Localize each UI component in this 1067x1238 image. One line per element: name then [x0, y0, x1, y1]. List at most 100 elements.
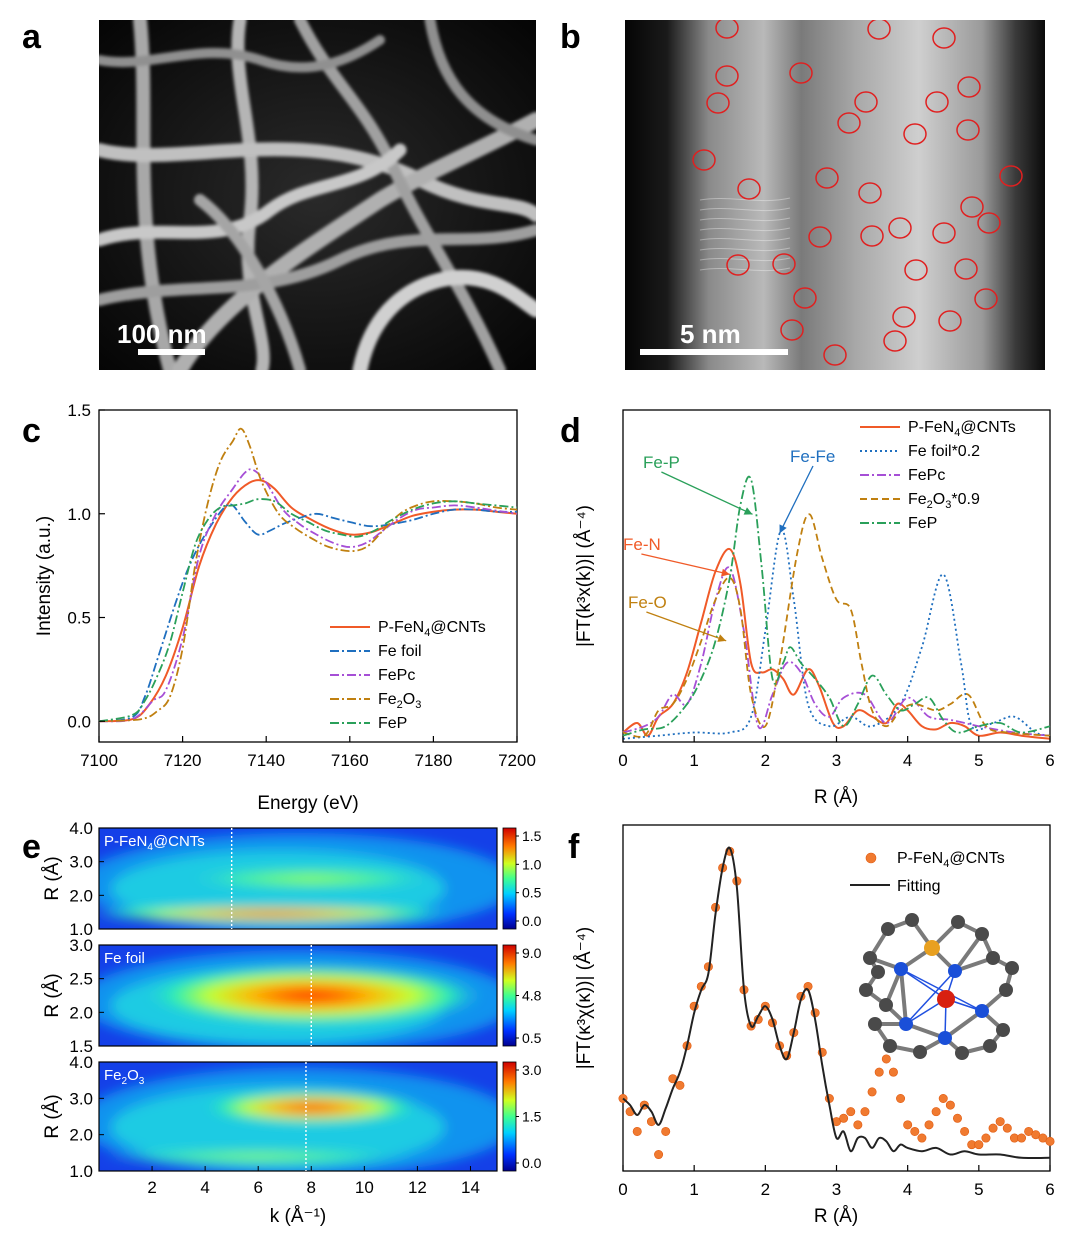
series-line-0	[98, 479, 518, 723]
atom-circle	[858, 182, 882, 204]
atom-circle	[823, 344, 847, 366]
x-tick-label: 7160	[331, 751, 369, 770]
x-tick-label: 8	[307, 1178, 316, 1197]
data-point	[867, 1087, 877, 1097]
atom-circle	[974, 288, 998, 310]
atom-circle	[860, 225, 884, 247]
atom-circle	[706, 92, 730, 114]
legend-label: Fe2O3*0.9	[908, 491, 980, 511]
data-point	[1002, 1123, 1012, 1133]
y-tick-label: 1.0	[67, 505, 91, 524]
atom-circle	[715, 65, 739, 87]
series-line-1	[622, 846, 1051, 1160]
atom-circle	[903, 123, 927, 145]
chart-d-ylabel: |FT(k³x(k))| (Å⁻⁴)	[574, 505, 595, 647]
atom-circle	[780, 319, 804, 341]
data-point	[661, 1126, 671, 1136]
carbon-atom	[975, 927, 989, 941]
atom-circle	[892, 306, 916, 328]
panel-b-image: 5 nm	[625, 20, 1045, 370]
colorbar-tick-label: 1.5	[522, 1109, 542, 1125]
atom-circle	[960, 196, 984, 218]
colorbar-tick-label: 0.0	[522, 913, 542, 929]
y-tick-label: 1.0	[69, 1162, 93, 1181]
wavelet-map-0	[99, 828, 497, 929]
x-tick-label: 7120	[164, 751, 202, 770]
nitrogen-atom	[975, 1004, 989, 1018]
colorbar	[502, 1061, 517, 1172]
panel-label-f: f	[568, 828, 580, 866]
peak-annotation: Fe-Fe	[790, 447, 835, 466]
annotation-arrow	[646, 611, 727, 642]
carbon-atom	[983, 1039, 997, 1053]
atom-circle	[999, 165, 1023, 187]
colorbar-tick-label: 9.0	[522, 945, 542, 961]
carbon-atom	[986, 951, 1000, 965]
atom-circle	[932, 222, 956, 244]
x-tick-label: 5	[974, 751, 983, 770]
y-tick-label: 0.0	[67, 712, 91, 731]
chart-c: 7100 7120 7140 7160 7180 7200 0.0 0.5 1.0 1.5 Ene…	[34, 401, 536, 814]
legend-label: FePc	[378, 667, 415, 684]
colorbar-tick-label: 4.8	[522, 988, 542, 1004]
x-tick-label: 14	[461, 1178, 480, 1197]
data-point	[910, 1126, 920, 1136]
x-tick-label: 2	[761, 751, 770, 770]
atom-circle	[715, 20, 739, 39]
colorbar-tick-label: 0.0	[522, 1155, 542, 1171]
panel-label-c: c	[22, 412, 41, 450]
panel-label-a: a	[22, 18, 42, 56]
data-point	[1045, 1136, 1055, 1146]
atom-circle	[977, 212, 1001, 234]
legend-label: Fe foil	[378, 643, 422, 660]
annotation-arrow	[641, 553, 730, 576]
annotation-arrowhead	[743, 507, 753, 515]
phosphorus-atom	[924, 940, 940, 956]
data-point	[903, 1120, 913, 1130]
panel-label-d: d	[560, 412, 581, 450]
panel-a-image: 100 nm	[99, 20, 536, 370]
chart-d-xlabel: R (Å)	[814, 787, 858, 808]
y-tick-label: 4.0	[69, 819, 93, 838]
data-point	[938, 1094, 948, 1104]
chart-e: P-FeN4@CNTs 1.0 2.0 3.0 4.0 R (Å) 1.5 1.0 0.5 0.0…	[42, 819, 542, 1227]
colorbar-tick-label: 1.0	[522, 856, 542, 872]
y-tick-label: 3.0	[69, 853, 93, 872]
legend-label: FeP	[378, 715, 407, 732]
carbon-atom	[955, 1046, 969, 1060]
data-point	[654, 1150, 664, 1160]
atom-circle	[726, 254, 750, 276]
x-tick-label: 10	[355, 1178, 374, 1197]
data-point	[632, 1126, 642, 1136]
chart-f-legend: P-FeN4@CNTs Fitting	[850, 850, 1005, 895]
peak-annotation: Fe-P	[643, 453, 680, 472]
data-point	[675, 1080, 685, 1090]
panel-label-b: b	[560, 18, 581, 56]
carbon-atom	[999, 983, 1013, 997]
x-tick-label: 4	[903, 751, 912, 770]
series-line-1	[622, 529, 1051, 740]
data-point	[874, 1067, 884, 1077]
x-tick-label: 4	[903, 1180, 912, 1199]
chart-e-xlabel: k (Å⁻¹)	[270, 1206, 326, 1227]
x-tick-label: 6	[253, 1178, 262, 1197]
y-tick-label: 2.0	[69, 886, 93, 905]
nitrogen-atom	[894, 962, 908, 976]
carbon-atom	[951, 915, 965, 929]
data-point	[853, 1120, 863, 1130]
atom-circle	[888, 217, 912, 239]
colorbar-tick-label: 1.5	[522, 828, 542, 844]
x-tick-label: 7140	[247, 751, 285, 770]
x-tick-label: 4	[200, 1178, 209, 1197]
data-point	[846, 1107, 856, 1117]
atom-circle	[789, 62, 813, 84]
bond	[899, 968, 908, 1025]
x-tick-label: 1	[689, 1180, 698, 1199]
carbon-atom	[859, 983, 873, 997]
legend-label: P-FeN4@CNTs	[897, 850, 1005, 870]
data-point	[988, 1123, 998, 1133]
scale-bar-a: 100 nm	[117, 319, 207, 349]
legend-swatch	[865, 852, 877, 864]
chart-c-xlabel: Energy (eV)	[257, 793, 358, 814]
